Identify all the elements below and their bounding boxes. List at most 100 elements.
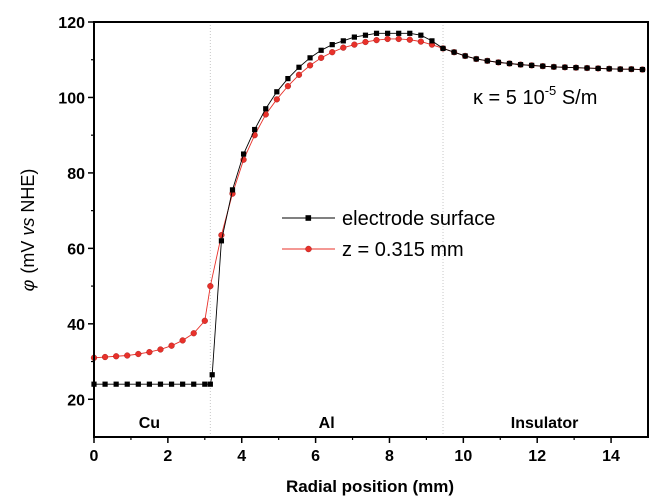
- data-point: [146, 349, 153, 356]
- data-point: [506, 60, 513, 67]
- y-axis-close: NHE): [18, 169, 38, 218]
- series-1: [90, 35, 646, 361]
- data-point: [285, 75, 291, 82]
- y-axis-vs: vs: [18, 218, 38, 236]
- axes: [93, 21, 649, 438]
- legend-item: z = 0.315 mm: [282, 239, 464, 261]
- data-point: [396, 30, 402, 36]
- y-axis-title: φ (mV vs NHE): [18, 169, 38, 292]
- data-point: [207, 282, 214, 290]
- data-point: [340, 38, 346, 44]
- x-tick-label: 8: [385, 448, 394, 465]
- data-point: [351, 41, 358, 48]
- x-tick-label: 12: [528, 448, 546, 465]
- data-point: [135, 350, 142, 358]
- data-point: [284, 83, 292, 90]
- y-tick-labels: 20 40 60 80 100 120: [58, 15, 85, 409]
- legend-marker: [305, 245, 312, 253]
- region-labels: Cu Al Insulator: [139, 415, 579, 432]
- data-point: [113, 353, 120, 360]
- x-tick-label: 0: [90, 448, 99, 465]
- data-point: [190, 330, 197, 337]
- data-point: [180, 381, 186, 387]
- x-tick-label: 4: [237, 448, 246, 465]
- legend-item: electrode surface: [282, 208, 495, 230]
- data-point: [168, 381, 175, 387]
- data-point: [273, 96, 280, 103]
- data-point: [418, 32, 424, 38]
- data-point: [274, 89, 280, 95]
- y-tick-label: 40: [67, 317, 85, 334]
- data-point: [157, 381, 164, 387]
- data-point: [240, 151, 247, 157]
- data-point: [573, 65, 579, 71]
- data-point: [329, 49, 336, 56]
- data-point: [429, 38, 435, 44]
- data-point: [306, 62, 314, 69]
- data-point: [362, 38, 369, 46]
- y-tick-label: 80: [67, 166, 85, 183]
- plot-frame: [93, 21, 649, 438]
- data-point: [562, 64, 568, 70]
- legend: electrode surface z = 0.315 mm: [282, 208, 495, 261]
- y-axis-symbol: φ: [18, 279, 38, 291]
- data-point: [202, 381, 208, 387]
- data-point: [384, 35, 391, 43]
- region-label: Al: [319, 415, 335, 432]
- data-point: [201, 317, 208, 324]
- data-point: [157, 346, 164, 353]
- data-point: [191, 381, 197, 387]
- data-point: [417, 38, 424, 45]
- data-point: [551, 64, 557, 70]
- data-point: [584, 65, 590, 71]
- y-tick-label: 100: [58, 90, 85, 107]
- x-tick-label: 14: [602, 448, 620, 465]
- region-label: Cu: [139, 415, 160, 432]
- data-point: [639, 66, 646, 73]
- data-point: [179, 337, 186, 344]
- region-boundaries: [209, 22, 444, 437]
- data-point: [473, 56, 479, 62]
- y-axis-open: (mV: [18, 236, 38, 274]
- data-point: [373, 30, 380, 36]
- region-label: Insulator: [511, 415, 579, 432]
- y-tick-label: 20: [67, 392, 85, 409]
- data-point: [318, 54, 325, 61]
- data-point: [540, 63, 546, 69]
- data-point: [168, 342, 175, 349]
- data-point: [207, 381, 213, 387]
- data-point: [373, 37, 380, 44]
- data-point: [340, 44, 347, 51]
- data-point: [102, 381, 108, 387]
- data-point: [595, 65, 601, 72]
- data-point: [407, 30, 413, 36]
- x-tick-label: 6: [311, 448, 320, 465]
- data-point: [101, 353, 109, 361]
- x-axis-title: Radial position (mm): [286, 477, 454, 496]
- y-tick-label: 120: [58, 15, 85, 32]
- annotation-exponent: -5: [545, 83, 557, 98]
- annotation-unit: S/m: [556, 87, 597, 109]
- annotation-base: κ = 5 10: [473, 87, 545, 109]
- legend-label: z = 0.315 mm: [342, 239, 464, 261]
- data-point: [529, 62, 535, 68]
- data-point: [146, 381, 152, 387]
- data-point: [628, 66, 634, 72]
- data-point: [318, 47, 324, 53]
- data-point: [362, 32, 369, 38]
- x-tick-label: 10: [454, 448, 472, 465]
- data-point: [617, 66, 623, 72]
- series-0: [91, 30, 646, 387]
- data-point: [124, 381, 130, 387]
- data-point: [135, 381, 141, 387]
- legend-label: electrode surface: [342, 208, 495, 230]
- data-point: [351, 34, 357, 40]
- series-line: [94, 32, 643, 385]
- data-point: [451, 49, 457, 55]
- data-point: [218, 238, 225, 244]
- conductivity-annotation: κ = 5 10-5 S/m: [473, 83, 597, 109]
- data-point: [209, 372, 215, 378]
- data-point: [329, 42, 335, 48]
- data-point: [385, 30, 391, 36]
